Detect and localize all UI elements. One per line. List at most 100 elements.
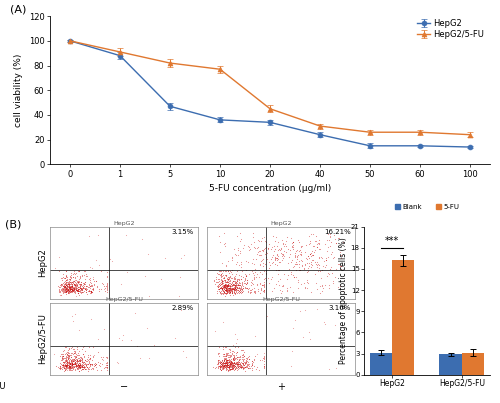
Text: ***: *** bbox=[385, 236, 399, 246]
Point bbox=[64, 359, 72, 365]
Point bbox=[250, 239, 258, 245]
Point bbox=[80, 285, 88, 291]
Point bbox=[231, 282, 239, 289]
Point bbox=[66, 360, 74, 366]
Point bbox=[72, 285, 80, 292]
Point bbox=[62, 350, 70, 356]
Point bbox=[72, 349, 80, 356]
Point bbox=[210, 277, 218, 283]
Point bbox=[68, 364, 76, 370]
Point bbox=[62, 278, 70, 285]
Point bbox=[64, 358, 72, 364]
Point bbox=[60, 281, 68, 288]
Point bbox=[68, 283, 76, 290]
Point bbox=[260, 283, 268, 289]
Point bbox=[86, 360, 94, 367]
Point bbox=[82, 364, 90, 370]
Point bbox=[222, 356, 230, 362]
Point bbox=[243, 362, 251, 368]
Point bbox=[245, 356, 253, 362]
Point bbox=[227, 361, 235, 367]
Point bbox=[226, 364, 234, 370]
Point bbox=[60, 280, 68, 287]
Point bbox=[58, 275, 66, 281]
Point bbox=[72, 364, 80, 371]
Point bbox=[223, 366, 231, 372]
Point bbox=[238, 286, 246, 292]
Point bbox=[222, 279, 230, 285]
Point bbox=[229, 286, 237, 292]
Point bbox=[74, 363, 82, 369]
Point bbox=[222, 361, 230, 368]
Point bbox=[242, 285, 250, 291]
Point bbox=[73, 355, 81, 362]
Point bbox=[62, 363, 70, 370]
Point bbox=[241, 364, 249, 370]
Point bbox=[256, 287, 264, 293]
Point bbox=[232, 351, 240, 358]
Point bbox=[220, 361, 228, 367]
Point bbox=[216, 358, 224, 365]
Point bbox=[78, 286, 86, 293]
Point bbox=[230, 287, 238, 293]
Point bbox=[225, 363, 233, 369]
Point bbox=[68, 357, 76, 364]
Point bbox=[82, 287, 90, 293]
Point bbox=[60, 287, 68, 293]
Point bbox=[262, 271, 270, 278]
Point bbox=[59, 351, 67, 357]
Point bbox=[102, 359, 110, 365]
Point bbox=[236, 282, 244, 288]
Point bbox=[71, 357, 79, 364]
Point bbox=[238, 360, 246, 366]
Point bbox=[222, 344, 230, 351]
Point bbox=[218, 353, 226, 360]
Point bbox=[216, 362, 224, 368]
Text: HepG2/5-FU: HepG2/5-FU bbox=[262, 297, 300, 302]
Point bbox=[66, 286, 74, 293]
Point bbox=[64, 364, 72, 370]
Point bbox=[60, 275, 68, 282]
Point bbox=[217, 290, 225, 297]
Point bbox=[64, 348, 72, 355]
Point bbox=[236, 354, 244, 360]
Point bbox=[255, 274, 263, 280]
Point bbox=[290, 253, 298, 260]
Point bbox=[62, 282, 70, 289]
Point bbox=[234, 279, 242, 286]
Point bbox=[255, 367, 263, 373]
Point bbox=[60, 279, 68, 285]
Point bbox=[216, 365, 224, 371]
Point bbox=[240, 359, 248, 366]
Point bbox=[311, 259, 319, 266]
Point bbox=[68, 357, 76, 364]
Point bbox=[231, 276, 239, 283]
Point bbox=[238, 287, 246, 294]
Point bbox=[290, 246, 298, 252]
Point bbox=[234, 362, 241, 368]
Point bbox=[222, 285, 230, 291]
Point bbox=[241, 285, 249, 291]
Point bbox=[228, 362, 235, 368]
Point bbox=[72, 277, 80, 284]
Point bbox=[260, 260, 268, 266]
Point bbox=[247, 279, 255, 286]
Point bbox=[76, 363, 84, 369]
Point bbox=[56, 281, 64, 287]
Point bbox=[220, 275, 228, 281]
Point bbox=[102, 364, 110, 370]
Point bbox=[132, 310, 140, 316]
Point bbox=[68, 366, 76, 373]
Point bbox=[241, 284, 249, 291]
Point bbox=[92, 364, 100, 370]
Point bbox=[72, 280, 80, 286]
Point bbox=[232, 355, 240, 362]
Point bbox=[64, 365, 72, 372]
Point bbox=[70, 284, 78, 291]
Point bbox=[290, 262, 298, 269]
Point bbox=[226, 362, 234, 369]
Point bbox=[242, 258, 250, 264]
Point bbox=[241, 364, 249, 370]
Point bbox=[222, 273, 230, 280]
Point bbox=[224, 288, 232, 295]
